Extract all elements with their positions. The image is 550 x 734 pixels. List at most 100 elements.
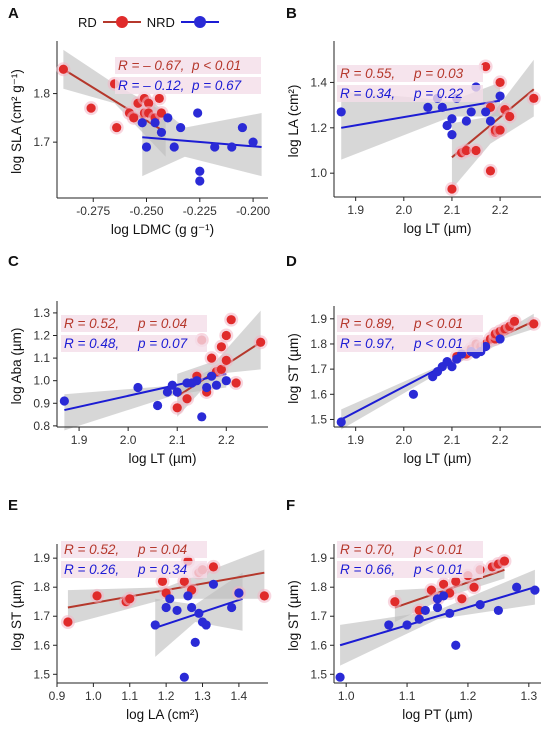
data-point-nrd: [201, 620, 211, 630]
stat-highlight: [115, 77, 261, 94]
data-point-nrd: [466, 107, 476, 117]
y-tick-label: 1.2: [33, 329, 50, 343]
x-tick-label: 1.1: [399, 689, 416, 703]
data-point-rd: [221, 355, 231, 365]
legend: RD NRD: [78, 11, 225, 33]
legend-key-nrd: [180, 12, 219, 32]
data-point-rd: [86, 103, 96, 113]
x-tick-label: 1.1: [121, 689, 138, 703]
data-point-rd: [469, 582, 479, 592]
data-point-rd: [259, 591, 269, 601]
data-point-nrd: [176, 122, 186, 133]
y-tick-label: 0.8: [33, 419, 50, 433]
data-point-rd: [231, 378, 241, 388]
x-tick-label: 1.0: [85, 689, 102, 703]
y-axis-title: log ST (µm): [286, 333, 301, 404]
x-tick-label: 1.9: [347, 433, 364, 447]
data-point-rd: [485, 166, 496, 176]
data-point-rd: [529, 319, 539, 329]
x-axis-title: log LDMC (g g⁻¹): [111, 222, 214, 237]
data-point-nrd: [190, 637, 200, 647]
data-point-nrd: [133, 382, 143, 393]
data-point-rd: [221, 330, 231, 341]
data-point-nrd: [187, 602, 197, 613]
stat-r-nrd: R = 0.97,: [340, 336, 395, 351]
confidence-band-nrd: [64, 362, 227, 431]
y-tick-label: 1.7: [310, 362, 327, 376]
stat-r-rd: R = 0.52,: [64, 542, 119, 557]
x-tick-label: -0.200: [236, 204, 270, 218]
data-point-nrd: [150, 620, 160, 630]
stat-r-rd: R = – 0.67,: [118, 58, 184, 73]
data-point-nrd: [165, 594, 175, 604]
data-point-nrd: [193, 108, 203, 118]
x-tick-label: 1.3: [520, 689, 537, 703]
y-axis-title: log ST (µm): [286, 580, 301, 651]
data-point-rd: [438, 579, 449, 589]
data-point-nrd: [432, 602, 443, 613]
data-point-nrd: [234, 588, 244, 598]
x-tick-label: 2.0: [395, 203, 412, 217]
legend-label-rd: RD: [78, 14, 97, 30]
data-point-nrd: [59, 396, 69, 406]
y-tick-label: 1.7: [33, 135, 50, 149]
stat-highlight: [115, 57, 261, 74]
panel-d: D 1.9 2.0 2.1 2.2 1.5 1.6 1.7 1.8 1.9 log LT (µm) l…: [286, 253, 541, 466]
data-point-rd: [481, 61, 491, 72]
y-tick-label: 1.8: [33, 87, 50, 101]
stat-highlight: [61, 541, 207, 558]
y-tick-label: 0.9: [33, 396, 50, 410]
panel-letter: F: [286, 497, 295, 514]
y-tick-label: 1.6: [310, 387, 327, 401]
data-point-nrd: [208, 579, 219, 589]
data-point-rd: [206, 353, 217, 363]
fit-line-nrd: [142, 136, 262, 148]
x-tick-label: 1.3: [194, 689, 211, 703]
y-tick-label: 1.4: [310, 75, 327, 89]
y-tick-label: 1.9: [310, 551, 327, 565]
data-point-rd: [144, 98, 154, 108]
data-point-nrd: [163, 113, 173, 123]
x-tick-label: 1.4: [231, 689, 248, 703]
stat-p-nrd: p = 0.22: [413, 86, 464, 101]
data-point-nrd: [475, 600, 485, 610]
data-point-nrd: [437, 102, 447, 112]
y-tick-label: 1.8: [310, 580, 327, 594]
data-point-nrd: [335, 672, 345, 682]
y-tick-label: 1.3: [33, 306, 50, 320]
data-point-rd: [529, 93, 539, 103]
data-point-nrd: [179, 672, 189, 682]
data-point-nrd: [197, 412, 207, 422]
x-tick-label: 1.9: [71, 433, 88, 447]
data-point-rd: [172, 403, 182, 413]
x-tick-label: 1.9: [347, 203, 364, 217]
data-point-nrd: [530, 585, 540, 595]
data-point-rd: [426, 585, 437, 595]
panel-letter: D: [286, 253, 297, 270]
data-point-rd: [157, 576, 168, 586]
x-tick-label: 2.1: [444, 203, 461, 217]
data-point-nrd: [195, 176, 205, 186]
fit-line-rd: [62, 68, 167, 134]
data-point-nrd: [210, 142, 220, 152]
data-point-rd: [509, 316, 520, 326]
x-tick-label: 2.1: [444, 433, 461, 447]
data-point-nrd: [495, 91, 505, 101]
confidence-band-rd: [63, 49, 166, 157]
data-point-rd: [390, 597, 400, 607]
x-tick-label: -0.275: [76, 204, 110, 218]
y-axis-title: log LA (cm²): [286, 85, 301, 158]
stat-highlight: [337, 85, 483, 102]
stat-highlight: [61, 561, 207, 578]
legend-key-rd: [102, 12, 141, 32]
stat-r-nrd: R = 0.66,: [340, 562, 395, 577]
stat-highlight: [337, 335, 483, 352]
data-point-rd: [216, 364, 226, 374]
y-tick-label: 1.8: [33, 580, 50, 594]
data-point-nrd: [336, 417, 346, 427]
data-point-rd: [156, 108, 167, 118]
stat-r-rd: R = 0.52,: [64, 316, 119, 331]
data-point-rd: [58, 64, 68, 74]
y-tick-label: 1.9: [33, 551, 50, 565]
y-axis-title: log ST (µm): [9, 580, 24, 651]
